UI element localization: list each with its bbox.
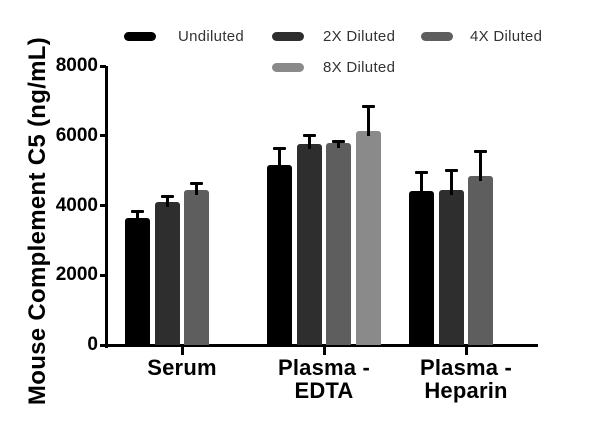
x-tick-mark xyxy=(322,346,326,355)
error-bar-cap xyxy=(273,147,287,151)
error-bar-cap xyxy=(131,209,145,213)
y-tick-label: 8000 xyxy=(55,55,98,76)
x-category-label: Plasma - EDTA xyxy=(277,355,371,403)
legend-label: 8X Diluted xyxy=(323,59,396,76)
y-axis-line xyxy=(105,66,108,348)
x-tick-mark xyxy=(464,346,468,355)
y-tick-label: 4000 xyxy=(55,194,98,216)
bar-4x-diluted-2 xyxy=(326,143,352,345)
error-bar-cap xyxy=(332,140,346,144)
x-category-label: Serum xyxy=(147,355,217,380)
y-tick-label: 0 xyxy=(87,334,98,355)
bar-undiluted-3 xyxy=(409,190,435,345)
error-bar-stem xyxy=(307,134,311,150)
bar-4x-diluted-3 xyxy=(468,175,494,345)
error-bar-stem xyxy=(479,150,483,181)
bar-8x-diluted-2 xyxy=(355,130,381,345)
legend-label: 2X Diluted xyxy=(323,28,396,45)
error-bar-stem xyxy=(449,168,453,195)
y-tick-label: 2000 xyxy=(55,264,98,286)
y-axis-title: Mouse Complement C5 (ng/mL) xyxy=(24,36,51,406)
legend-swatch xyxy=(421,32,453,41)
legend-swatch xyxy=(124,32,156,41)
legend-swatch xyxy=(272,32,304,41)
y-tick-label: 6000 xyxy=(55,124,98,146)
error-bar-cap xyxy=(302,134,316,137)
error-bar-stem xyxy=(278,147,282,170)
error-bar-stem xyxy=(337,140,341,149)
error-bar-stem xyxy=(420,171,424,196)
bar-2x-diluted-2 xyxy=(296,144,322,345)
error-bar-stem xyxy=(195,182,199,195)
error-bar-stem xyxy=(366,105,370,136)
error-bar-stem xyxy=(165,195,169,207)
bar-2x-diluted-1 xyxy=(154,202,180,345)
y-tick-mark xyxy=(100,343,106,347)
error-bar-cap xyxy=(474,150,488,154)
error-bar-cap xyxy=(190,182,204,186)
x-axis-line xyxy=(104,344,538,347)
error-bar-cap xyxy=(160,195,174,199)
legend-label: 4X Diluted xyxy=(470,28,543,45)
y-tick-mark xyxy=(100,134,106,138)
y-tick-mark xyxy=(100,64,106,68)
legend-label: Undiluted xyxy=(178,28,245,45)
x-category-label: Plasma - Heparin xyxy=(419,355,513,403)
bar-4x-diluted-1 xyxy=(184,189,210,345)
error-bar-stem xyxy=(136,209,140,223)
error-bar-cap xyxy=(361,105,375,109)
x-tick-mark xyxy=(180,346,184,355)
legend-swatch xyxy=(272,63,304,72)
y-tick-mark xyxy=(100,273,106,277)
bar-undiluted-1 xyxy=(125,217,151,345)
y-tick-mark xyxy=(100,204,106,207)
error-bar-cap xyxy=(444,168,458,172)
bar-undiluted-2 xyxy=(267,164,293,345)
bar-2x-diluted-3 xyxy=(438,189,464,345)
error-bar-cap xyxy=(415,171,429,175)
